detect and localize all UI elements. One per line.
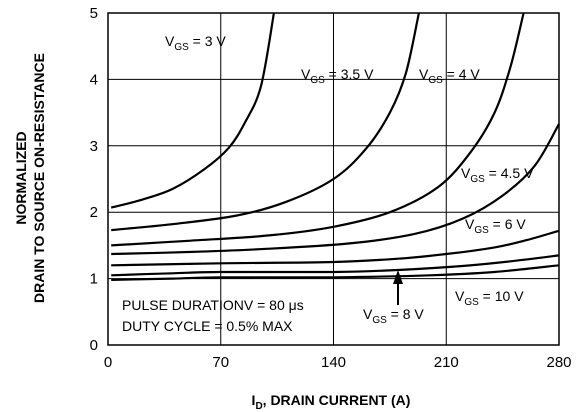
series-label-vgs-3: VGS = 3 V xyxy=(165,33,226,53)
plot-frame xyxy=(107,12,560,346)
y-tick-label: 5 xyxy=(90,5,98,22)
x-axis-title: ID, DRAIN CURRENT (A) xyxy=(252,392,411,412)
y-tick-label: 1 xyxy=(90,271,98,288)
series-line-5 xyxy=(111,254,560,277)
series-line-3 xyxy=(111,123,560,256)
y-tick-label: 3 xyxy=(90,138,98,155)
series-label-vgs-4: VGS = 4 V xyxy=(419,66,480,86)
series-line-6 xyxy=(111,264,560,281)
x-tick-label: 280 xyxy=(546,354,571,371)
series-label-vgs-3-5: VGS = 3.5 V xyxy=(301,66,374,86)
series-label-vgs-10: VGS = 10 V xyxy=(455,288,524,308)
series-label-vgs-4-5: VGS = 4.5 V xyxy=(461,165,534,185)
series-line-0 xyxy=(110,12,275,209)
curves xyxy=(110,12,560,281)
x-tick-label: 70 xyxy=(212,354,229,371)
series-label-vgs-6: VGS = 6 V xyxy=(465,216,526,236)
series-line-4 xyxy=(111,229,560,267)
series-line-2 xyxy=(111,12,525,247)
series-line-1 xyxy=(111,12,420,232)
y-axis-title-line1: NORMALIZED xyxy=(13,131,29,224)
x-tick-label: 210 xyxy=(434,354,459,371)
tick-labels: 0 70 140 210 280 0 1 2 3 4 5 xyxy=(90,5,572,371)
arrow-icon xyxy=(393,270,403,305)
series-label-vgs-8: VGS = 8 V xyxy=(363,306,424,326)
x-tick-label: 0 xyxy=(104,354,112,371)
pulse-duration-note: PULSE DURATIONV = 80 μs xyxy=(122,297,304,313)
y-tick-label: 2 xyxy=(90,204,98,221)
duty-cycle-note: DUTY CYCLE = 0.5% MAX xyxy=(122,318,293,334)
y-tick-label: 0 xyxy=(90,337,98,354)
y-tick-label: 4 xyxy=(90,71,98,88)
x-tick-label: 140 xyxy=(321,354,346,371)
y-axis-title-line2: DRAIN TO SOURCE ON-RESISTANCE xyxy=(31,53,47,303)
